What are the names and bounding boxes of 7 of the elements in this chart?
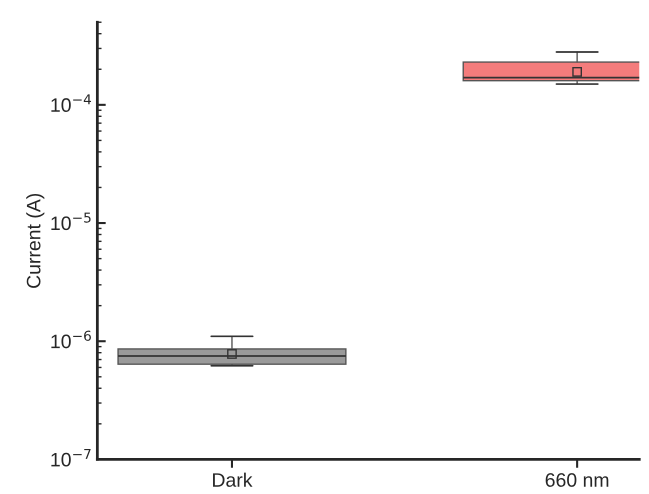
y-tick-label: 10$^{−5}$ xyxy=(51,212,91,230)
x-tick-label: 660 nm xyxy=(546,473,608,487)
y-tick-label: 10$^{−4}$ xyxy=(51,94,92,112)
y-tick-label: 10$^{−6}$ xyxy=(51,330,91,348)
y-tick-label: 10$^{−7}$ xyxy=(51,448,91,467)
x-tick-label: Dark xyxy=(213,472,253,487)
y-axis-title: Current (A) xyxy=(26,194,44,288)
